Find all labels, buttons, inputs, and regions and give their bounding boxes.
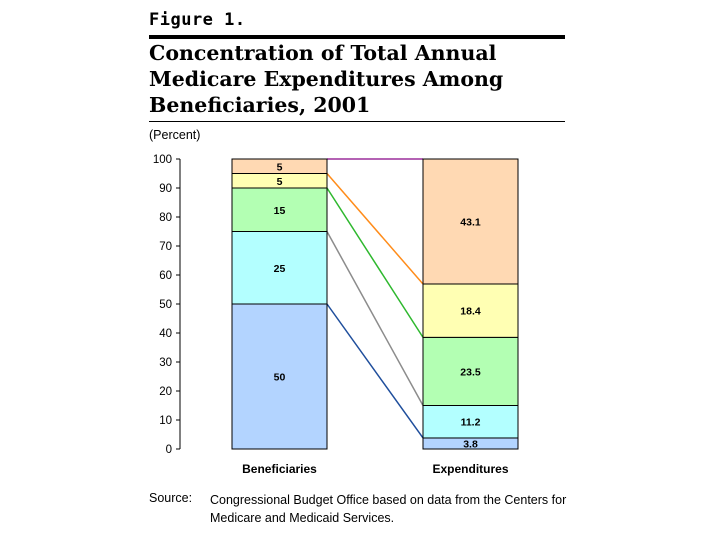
x-category-label: Beneficiaries (242, 462, 317, 476)
bar-segment (231, 303, 328, 450)
source-text: Congressional Budget Office based on dat… (210, 493, 567, 525)
bar-segment (231, 231, 328, 305)
y-tick-label: 40 (159, 328, 172, 340)
chart-title: Concentration of Total Annual Medicare E… (149, 41, 504, 117)
stacked-bar-chart: 0 10 20 30 40 50 60 70 80 90 100 50 25 15 5 5 Beneficiar… (153, 154, 519, 476)
connector-line (326, 187, 424, 338)
title-underline (149, 121, 565, 122)
figure-label: Figure 1. (149, 10, 246, 30)
y-tick-label: 70 (159, 241, 172, 253)
connector-line (326, 231, 424, 406)
data-label: 18.4 (460, 306, 481, 318)
title-rule (149, 35, 565, 39)
data-label: 23.5 (460, 366, 481, 378)
y-tick-label: 50 (159, 299, 172, 311)
y-tick-label: 20 (159, 386, 172, 398)
data-label: 50 (274, 372, 286, 384)
data-label: 25 (274, 263, 286, 275)
data-label: 43.1 (460, 216, 481, 228)
bar-segment (422, 158, 519, 285)
y-axis-unit-label: (Percent) (149, 128, 201, 142)
y-tick-label: 100 (153, 154, 172, 166)
y-tick-label: 30 (159, 357, 172, 369)
bar-segment (231, 158, 328, 174)
data-label: 5 (277, 176, 283, 188)
bar-segment (231, 187, 328, 232)
source-label: Source: (149, 491, 193, 505)
y-tick-label: 90 (159, 183, 172, 195)
connector-line (326, 173, 424, 285)
bar-segment (422, 336, 519, 407)
data-label: 15 (274, 205, 286, 217)
bar-segment (422, 405, 519, 439)
y-tick-label: 0 (166, 444, 172, 456)
data-label: 5 (277, 161, 283, 173)
data-label: 11.2 (461, 417, 481, 429)
data-label: 3.8 (463, 438, 478, 450)
connector-line (326, 303, 424, 439)
x-category-label: Expenditures (432, 462, 508, 476)
bar-segment (422, 283, 519, 338)
y-tick-label: 10 (159, 415, 172, 427)
y-tick-label: 80 (159, 212, 172, 224)
y-tick-label: 60 (159, 270, 172, 282)
